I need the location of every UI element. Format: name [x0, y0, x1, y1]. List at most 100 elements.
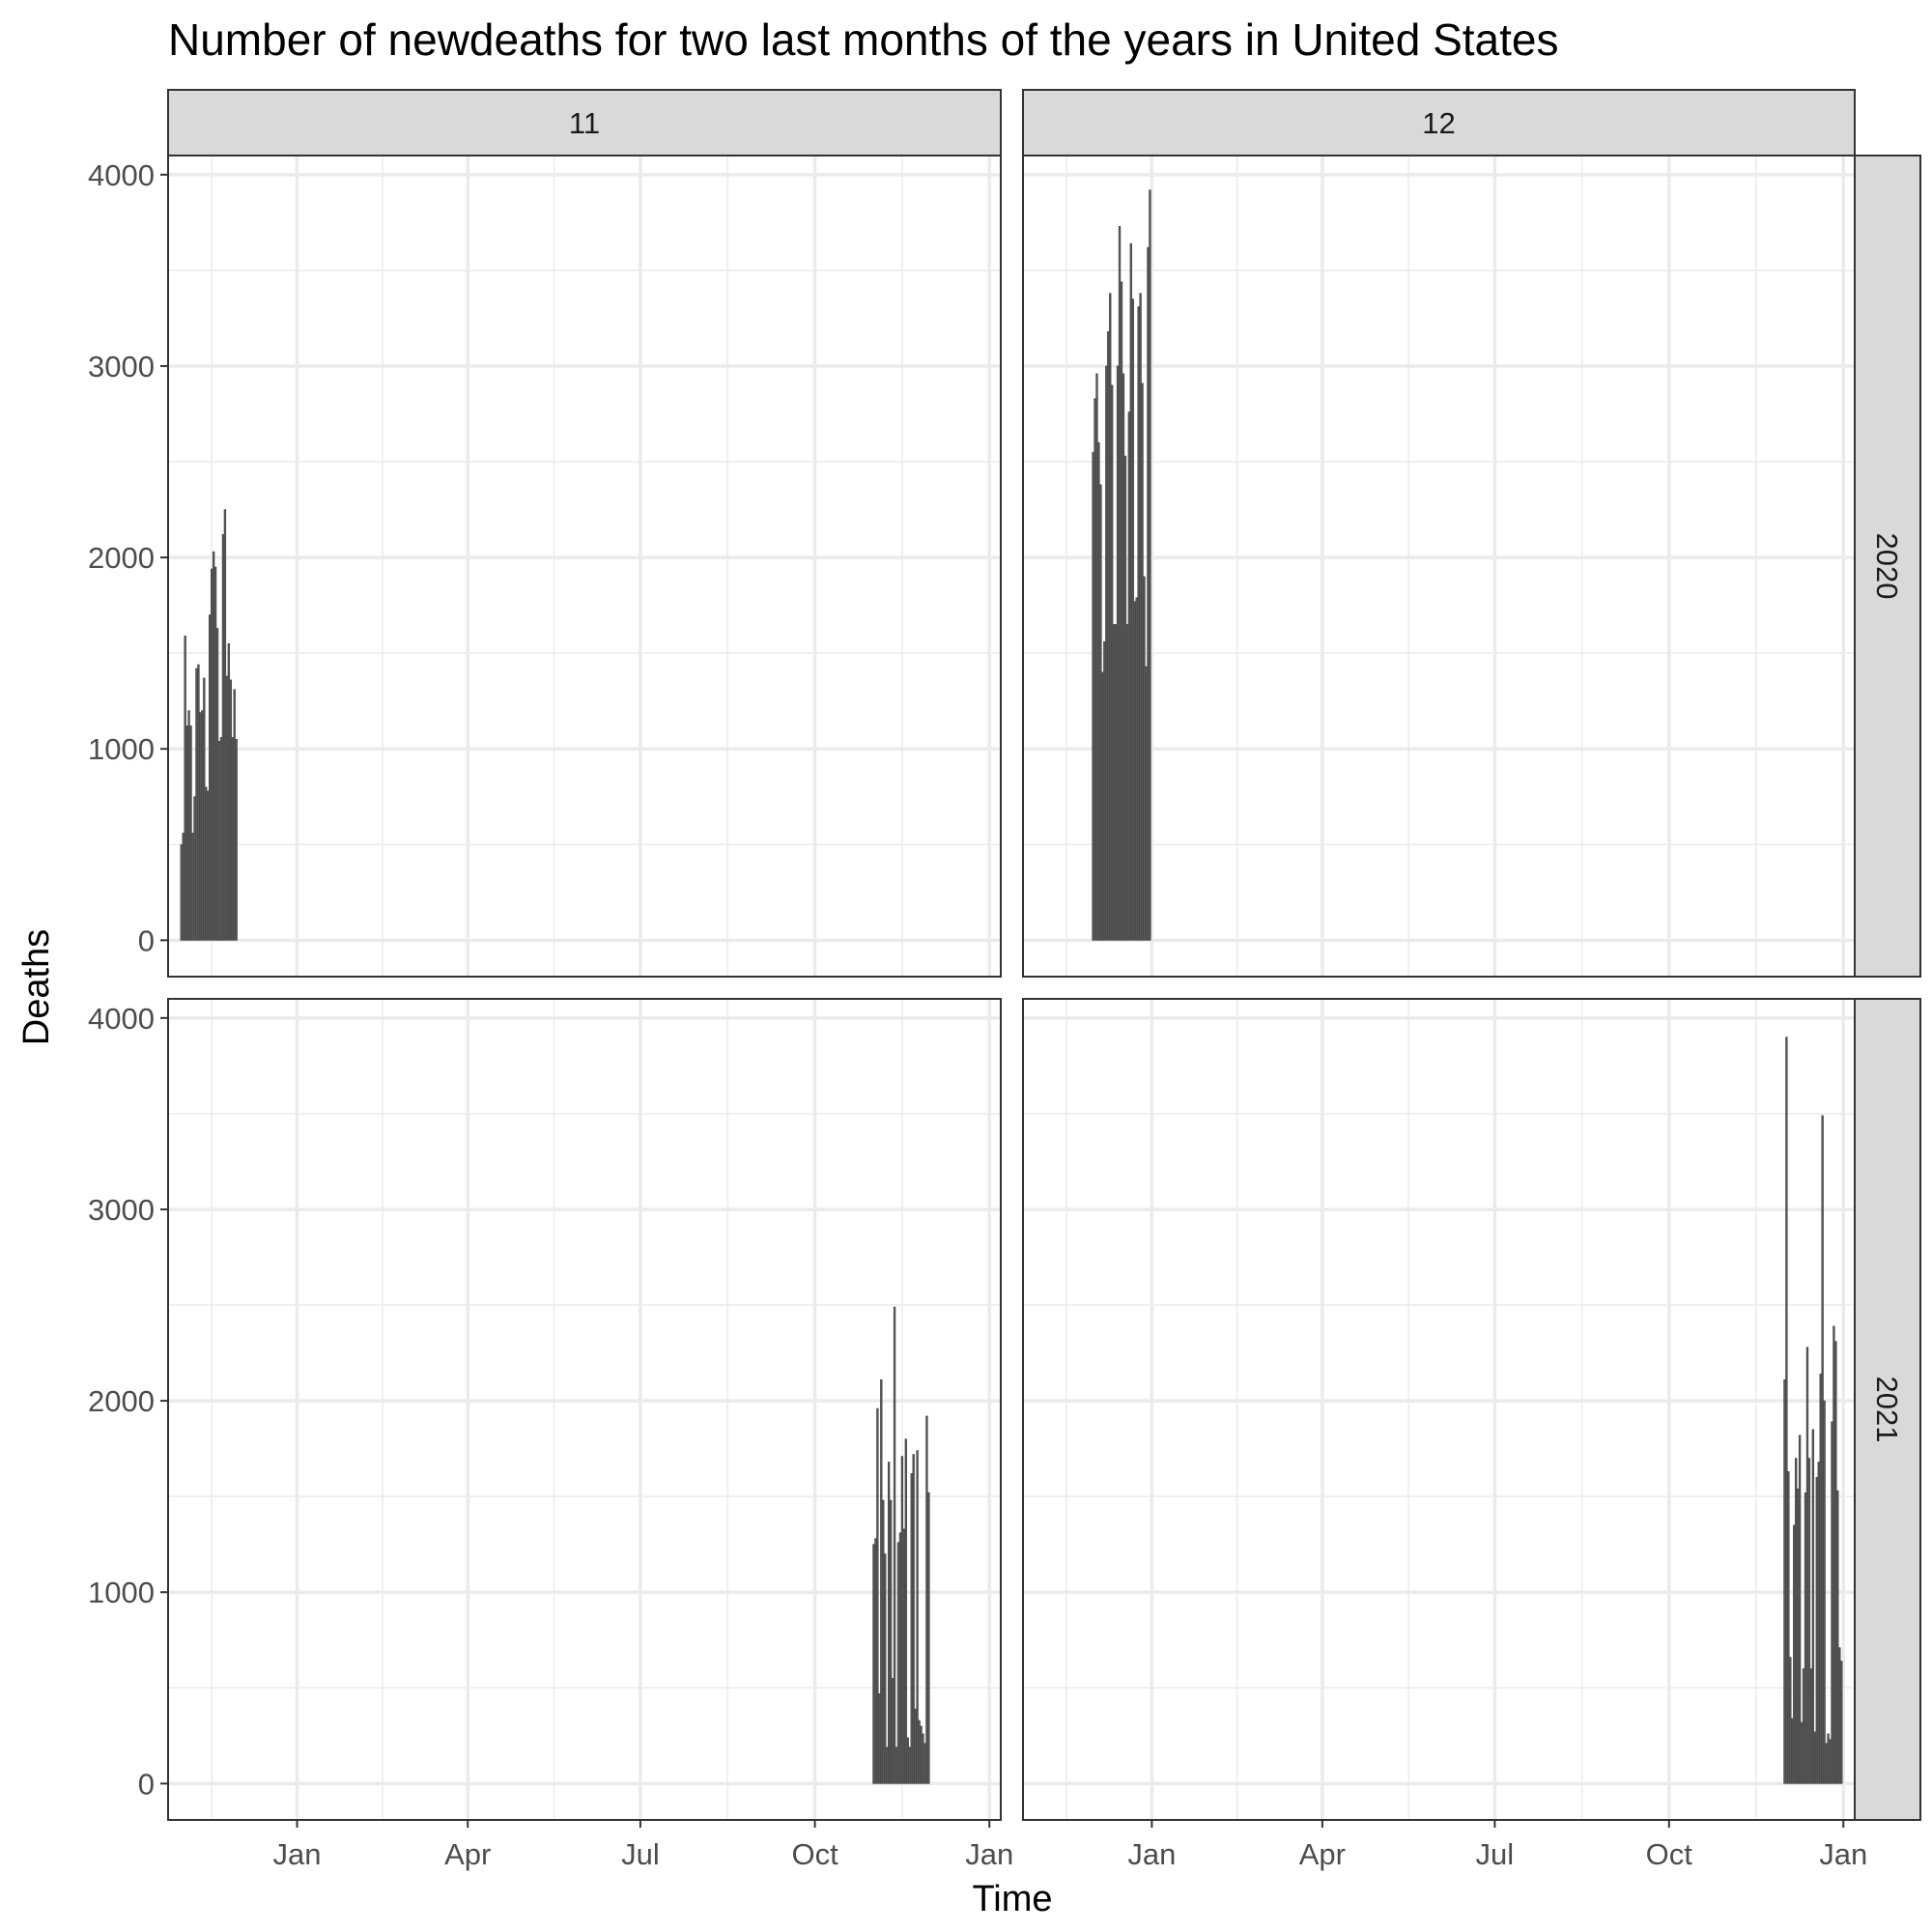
bar-2021-12-14 — [1807, 1458, 1811, 1784]
bar-2020-12-18 — [1123, 455, 1127, 941]
gridlines — [168, 156, 1855, 1820]
bar-2020-12-12 — [1112, 624, 1116, 941]
bar-2020-11-23 — [221, 534, 225, 941]
bar-2021-11-08 — [886, 1747, 889, 1784]
bar-2020-11-28 — [231, 737, 234, 941]
bar-2021-12-25 — [1829, 1739, 1832, 1784]
bar-2021-11-09 — [887, 1462, 891, 1784]
bar-2020-12-26 — [1139, 293, 1142, 941]
panel-11-2021-border — [167, 998, 1002, 1821]
bar-2021-11-19 — [906, 1737, 909, 1784]
bar-2021-11-14 — [896, 1542, 900, 1784]
bar-2020-12-02 — [1094, 398, 1096, 941]
bar-2021-11-30 — [927, 1492, 930, 1784]
bar-2020-12-29 — [1145, 666, 1148, 941]
bar-2021-12-09 — [1798, 1435, 1802, 1784]
bar-2021-12-26 — [1831, 1421, 1833, 1784]
x-tick-label: Oct — [791, 1837, 838, 1871]
bar-2020-12-06 — [1101, 671, 1104, 941]
bar-2020-12-01 — [1092, 451, 1094, 941]
bar-2021-12-20 — [1819, 1374, 1822, 1784]
bar-2021-12-29 — [1836, 1490, 1839, 1784]
bar-2021-12-12 — [1804, 1492, 1807, 1784]
bar-2020-12-10 — [1109, 293, 1112, 941]
bar-2020-11-21 — [217, 740, 221, 941]
bar-2021-12-07 — [1795, 1458, 1798, 1784]
bar-2021-12-02 — [1785, 1037, 1788, 1784]
bar-2021-11-04 — [878, 1692, 881, 1784]
bar-2020-12-17 — [1122, 373, 1125, 941]
bar-2020-11-27 — [229, 679, 232, 941]
x-tick-label: Oct — [1646, 1837, 1693, 1871]
bar-2020-12-23 — [1133, 601, 1136, 941]
bar-2020-11-20 — [215, 628, 219, 941]
bar-2021-12-03 — [1787, 1471, 1790, 1784]
bar-2021-11-15 — [898, 1532, 902, 1784]
bar-2020-11-22 — [219, 737, 223, 941]
bar-2021-12-27 — [1833, 1325, 1835, 1784]
bar-2021-12-23 — [1825, 1743, 1828, 1784]
bar-2020-11-12 — [201, 710, 204, 941]
bar-2021-11-20 — [908, 1747, 911, 1784]
bar-2020-12-28 — [1143, 576, 1146, 941]
bar-2020-11-16 — [209, 614, 212, 941]
facet-label-month: 12 — [1422, 106, 1455, 140]
x-tick-label: Jul — [1476, 1837, 1515, 1871]
bar-2021-12-06 — [1793, 1524, 1796, 1784]
y-tick-label: 0 — [138, 923, 155, 957]
bar-2021-11-29 — [925, 1415, 928, 1784]
bar-2021-12-05 — [1791, 1718, 1794, 1784]
bar-2021-11-02 — [874, 1538, 877, 1784]
bar-2021-11-03 — [876, 1407, 879, 1784]
bar-2020-12-08 — [1105, 365, 1108, 941]
bar-2020-11-14 — [205, 786, 208, 941]
bar-2020-12-03 — [1095, 373, 1098, 941]
bar-2020-11-19 — [213, 566, 217, 941]
bar-2020-12-30 — [1147, 246, 1150, 941]
bar-2021-12-19 — [1817, 1462, 1820, 1784]
bar-2021-11-05 — [880, 1378, 883, 1784]
bar-2021-12-22 — [1823, 1400, 1826, 1784]
bar-2020-12-20 — [1127, 412, 1131, 941]
bar-2021-12-15 — [1809, 1668, 1813, 1784]
x-tick-label: Jan — [273, 1837, 322, 1871]
bar-2021-12-21 — [1821, 1115, 1824, 1784]
x-tick-label: Apr — [1299, 1837, 1346, 1871]
facet-strip-month-12 — [1022, 89, 1856, 156]
y-tick-label: 3000 — [88, 1193, 155, 1227]
bar-2020-12-21 — [1129, 242, 1132, 941]
bar-2021-11-11 — [891, 1678, 895, 1784]
bar-2021-11-18 — [904, 1438, 908, 1784]
bar-2021-11-27 — [922, 1733, 924, 1784]
bar-2021-12-13 — [1805, 1347, 1809, 1784]
bar-2020-11-08 — [193, 796, 196, 941]
bar-2020-12-05 — [1099, 484, 1102, 941]
x-tick-label: Apr — [444, 1837, 491, 1871]
bar-2021-11-16 — [900, 1456, 904, 1784]
bar-2021-11-06 — [882, 1499, 885, 1784]
bar-2021-12-04 — [1789, 1657, 1792, 1784]
bar-2021-11-23 — [914, 1708, 917, 1784]
bar-2021-12-11 — [1802, 1668, 1805, 1784]
labels: 0 1000 2000 3000 4000 0 1000 2000 3000 4000 Jan Apr… — [88, 106, 1904, 1871]
bars — [180, 189, 1843, 1784]
bar-2020-12-31 — [1149, 189, 1151, 941]
bar-2020-11-13 — [203, 677, 206, 941]
y-tick-label: 1000 — [88, 1576, 155, 1609]
x-axis-title: Time — [972, 1879, 1052, 1919]
bar-2021-11-17 — [902, 1528, 906, 1784]
panel-frames — [160, 89, 1921, 1828]
bar-2020-11-03 — [184, 636, 186, 941]
bar-2020-12-13 — [1114, 624, 1118, 941]
y-tick-label: 3000 — [88, 350, 155, 384]
y-tick-label: 4000 — [88, 1002, 155, 1036]
facet-strip-year-2021 — [1854, 998, 1921, 1821]
bar-2020-12-15 — [1118, 226, 1122, 941]
bar-2020-12-16 — [1120, 281, 1123, 941]
panel-12-2021-background — [1023, 999, 1855, 1820]
bar-2020-11-05 — [187, 710, 190, 941]
bar-2021-11-26 — [920, 1725, 923, 1784]
bar-2021-12-24 — [1827, 1733, 1830, 1784]
facet-strip-year-2020 — [1854, 155, 1921, 978]
